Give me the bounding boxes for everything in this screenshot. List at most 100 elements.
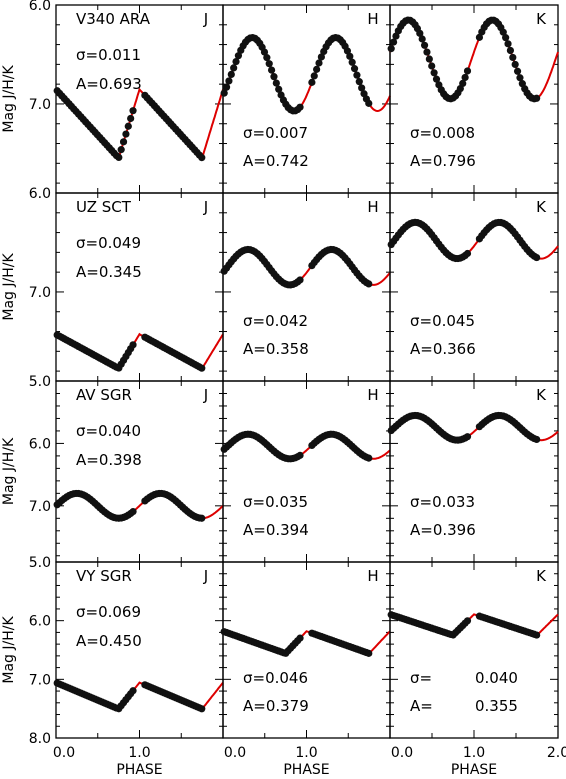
star-name: V340 ARA (76, 10, 151, 28)
data-point (365, 454, 373, 462)
sigma-value: σ=0.007 (243, 124, 308, 142)
data-point (387, 45, 395, 53)
sigma-number: 0.040 (475, 669, 518, 687)
x-tick-label: 0.0 (391, 745, 413, 761)
data-point (511, 60, 519, 69)
data-point (115, 153, 123, 162)
sigma-value: σ=0.040 (76, 422, 141, 440)
data-point (267, 66, 276, 74)
data-point (230, 64, 238, 72)
data-point (270, 73, 278, 81)
data-point (502, 34, 510, 42)
data-point (504, 40, 512, 48)
y-axis-label: Mag J/H/K (1, 65, 17, 133)
amplitude-value: A=0.379 (243, 697, 309, 715)
sigma-value: σ=0.069 (76, 603, 141, 621)
amplitude-value: A=0.394 (243, 521, 309, 539)
data-point (389, 38, 398, 46)
data-point (198, 154, 206, 162)
data-point (198, 514, 206, 522)
data-point (220, 89, 228, 97)
band-label: K (536, 567, 547, 585)
band-label: K (536, 386, 547, 404)
data-point (260, 48, 269, 56)
sigma-value: σ=0.049 (76, 234, 141, 252)
y-axis-label: Mag J/H/K (1, 437, 17, 505)
sigma-value: σ= (410, 669, 432, 687)
panel-frame (55, 380, 224, 563)
amplitude-value: A=0.398 (76, 451, 142, 469)
band-label: J (203, 10, 208, 28)
y-tick-label: 7.0 (29, 97, 51, 113)
data-point (355, 78, 363, 86)
data-point (124, 122, 132, 130)
data-point (533, 631, 541, 639)
data-point (313, 65, 321, 73)
data-point (198, 364, 206, 372)
band-label: H (367, 567, 378, 585)
data-point (459, 79, 467, 87)
x-axis-label: PHASE (283, 762, 329, 778)
band-label: H (367, 10, 378, 28)
x-tick-label: 0.0 (53, 745, 75, 761)
amplitude-value: A=0.693 (76, 75, 142, 93)
amplitude-value: A=0.796 (410, 152, 476, 170)
y-tick-label: 7.0 (29, 499, 51, 515)
band-label: J (203, 198, 208, 216)
band-label: J (203, 386, 208, 404)
data-point (475, 33, 484, 41)
data-point (461, 73, 469, 82)
amplitude-value: A= (410, 697, 433, 715)
data-point (129, 341, 137, 349)
y-axis-label: Mag J/H/K (1, 616, 17, 684)
band-label: K (536, 10, 547, 28)
data-point (343, 47, 352, 55)
data-point (428, 62, 436, 70)
data-point (129, 508, 137, 516)
data-point (227, 70, 235, 79)
y-tick-label: 7.0 (29, 672, 51, 688)
sigma-value: σ=0.046 (243, 669, 308, 687)
data-point (296, 276, 304, 284)
x-tick-label: 1.0 (128, 745, 150, 761)
data-point (122, 130, 130, 138)
data-point (296, 634, 304, 642)
y-tick-label: 6.0 (29, 0, 51, 14)
data-point (463, 617, 472, 625)
x-tick-label: 1.0 (295, 745, 317, 761)
sigma-value: σ=0.011 (76, 46, 141, 64)
data-point (418, 35, 426, 43)
data-point (365, 99, 373, 107)
y-tick-label: 6.0 (29, 186, 51, 202)
data-point (348, 58, 356, 66)
amplitude-number: 0.355 (475, 697, 518, 715)
data-point (222, 83, 231, 91)
amplitude-value: A=0.742 (243, 152, 309, 170)
data-point (198, 705, 206, 713)
data-point (423, 48, 431, 56)
data-point (533, 94, 541, 102)
y-axis-label: Mag J/H/K (1, 253, 17, 321)
band-label: J (203, 567, 208, 585)
data-point (506, 46, 515, 55)
y-tick-label: 6.0 (29, 614, 51, 630)
panel-frame (55, 4, 224, 194)
data-point (129, 687, 137, 695)
data-point (308, 78, 316, 86)
y-tick-label: 5.0 (29, 555, 51, 571)
data-point (310, 72, 318, 80)
data-point (317, 53, 325, 61)
data-point (296, 451, 304, 459)
data-point (533, 253, 541, 262)
star-name: UZ SCT (76, 198, 132, 216)
data-point (265, 60, 273, 68)
x-axis-label: PHASE (116, 762, 162, 778)
data-point (365, 649, 373, 657)
data-point (365, 280, 373, 288)
data-point (272, 79, 280, 87)
data-point (129, 107, 137, 115)
data-point (296, 103, 304, 111)
panel-frame (55, 192, 224, 382)
sigma-value: σ=0.035 (243, 493, 308, 511)
amplitude-value: A=0.345 (76, 263, 142, 281)
